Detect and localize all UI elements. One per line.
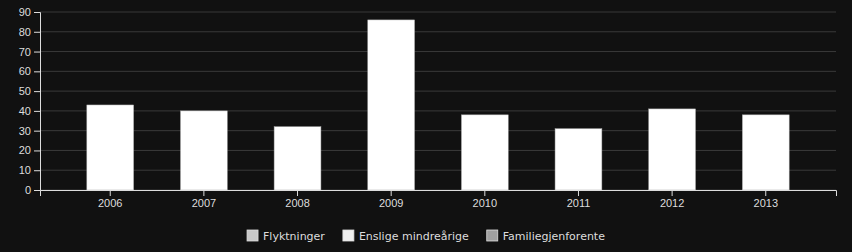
y-axis: 0 10 20 30 40 50 60 70 80 90 <box>19 6 41 196</box>
tick: 2009 <box>379 190 403 209</box>
legend-label: Familiegjenforente <box>503 230 605 243</box>
tick-label: 2008 <box>285 197 309 209</box>
legend-item: Enslige mindreårige <box>343 230 469 243</box>
tick-mark <box>34 170 40 171</box>
grid <box>40 12 836 190</box>
tick-label: 20 <box>19 144 31 156</box>
tick-label: 0 <box>25 184 31 196</box>
tick: 70 <box>19 46 40 58</box>
tick-mark <box>765 190 766 196</box>
tick-label: 2010 <box>473 197 497 209</box>
tick-label: 90 <box>19 6 31 18</box>
tick: 2007 <box>192 190 216 209</box>
bar <box>461 115 508 190</box>
tick: 2006 <box>98 190 122 209</box>
tick-mark <box>484 190 485 196</box>
grid-line <box>40 71 836 72</box>
tick-mark <box>34 111 40 112</box>
tick-mark <box>391 190 392 196</box>
tick-mark <box>34 150 40 151</box>
tick-label: 10 <box>19 164 31 176</box>
legend-label: Enslige mindreårige <box>359 230 469 243</box>
grid-line <box>40 150 836 151</box>
tick: 50 <box>19 85 40 97</box>
grid-line <box>40 31 836 32</box>
tick-label: 2012 <box>660 197 684 209</box>
tick-label: 60 <box>19 65 31 77</box>
bar <box>368 20 415 190</box>
tick-mark <box>34 71 40 72</box>
tick: 20 <box>19 144 40 156</box>
grid-line <box>40 170 836 171</box>
bar <box>742 115 789 190</box>
tick-mark <box>34 131 40 132</box>
axis-line <box>41 191 837 197</box>
plot-area: 2006 2007 2008 2009 2010 2011 2012 2013 0 10 20 30 4… <box>19 6 837 209</box>
tick: 40 <box>19 105 40 117</box>
grid-line <box>40 51 836 52</box>
chart-container: 2006 2007 2008 2009 2010 2011 2012 2013 0 10 20 30 4… <box>0 0 852 252</box>
tick-label: 2013 <box>754 197 778 209</box>
bar <box>87 105 134 190</box>
tick: 2011 <box>567 190 591 209</box>
tick-mark <box>34 190 40 191</box>
chart-svg: 2006 2007 2008 2009 2010 2011 2012 2013 0 10 20 30 4… <box>0 0 852 252</box>
tick-mark <box>34 52 40 53</box>
tick-label: 2007 <box>192 197 216 209</box>
legend-item: Familiegjenforente <box>487 230 605 243</box>
tick-mark <box>297 190 298 196</box>
tick-label: 80 <box>19 26 31 38</box>
bars <box>87 20 789 190</box>
tick: 30 <box>19 125 40 137</box>
tick: 2008 <box>285 190 309 209</box>
tick-label: 30 <box>19 125 31 137</box>
bar <box>649 109 696 190</box>
tick: 0 <box>25 184 40 196</box>
tick: 10 <box>19 164 40 176</box>
bar <box>274 127 321 190</box>
x-axis: 2006 2007 2008 2009 2010 2011 2012 2013 <box>41 190 837 209</box>
tick-label: 40 <box>19 105 31 117</box>
bar <box>555 129 602 190</box>
tick: 2012 <box>660 190 684 209</box>
legend: Flyktninger Enslige mindreårige Familiegje… <box>247 230 605 243</box>
grid-line <box>40 12 836 13</box>
bar <box>180 111 227 190</box>
grid-line <box>40 91 836 92</box>
legend-swatch <box>247 230 258 241</box>
tick: 60 <box>19 65 40 77</box>
legend-swatch <box>487 230 498 241</box>
legend-item: Flyktninger <box>247 230 325 243</box>
tick: 2010 <box>473 190 497 209</box>
grid-line <box>40 130 836 131</box>
tick-label: 2011 <box>567 197 591 209</box>
tick: 2013 <box>754 190 778 209</box>
tick-label: 2006 <box>98 197 122 209</box>
tick-label: 2009 <box>379 197 403 209</box>
tick-mark <box>578 190 579 196</box>
tick: 80 <box>19 26 40 38</box>
tick-mark <box>203 190 204 196</box>
axis-line <box>34 13 41 191</box>
legend-label: Flyktninger <box>263 230 325 243</box>
tick-mark <box>34 32 40 33</box>
tick-label: 70 <box>19 46 31 58</box>
legend-swatch <box>343 230 354 241</box>
tick-mark <box>34 91 40 92</box>
grid-line <box>40 110 836 111</box>
tick-mark <box>672 190 673 196</box>
tick-mark <box>34 12 40 13</box>
tick-mark <box>110 190 111 196</box>
tick-label: 50 <box>19 85 31 97</box>
tick: 90 <box>19 6 40 18</box>
